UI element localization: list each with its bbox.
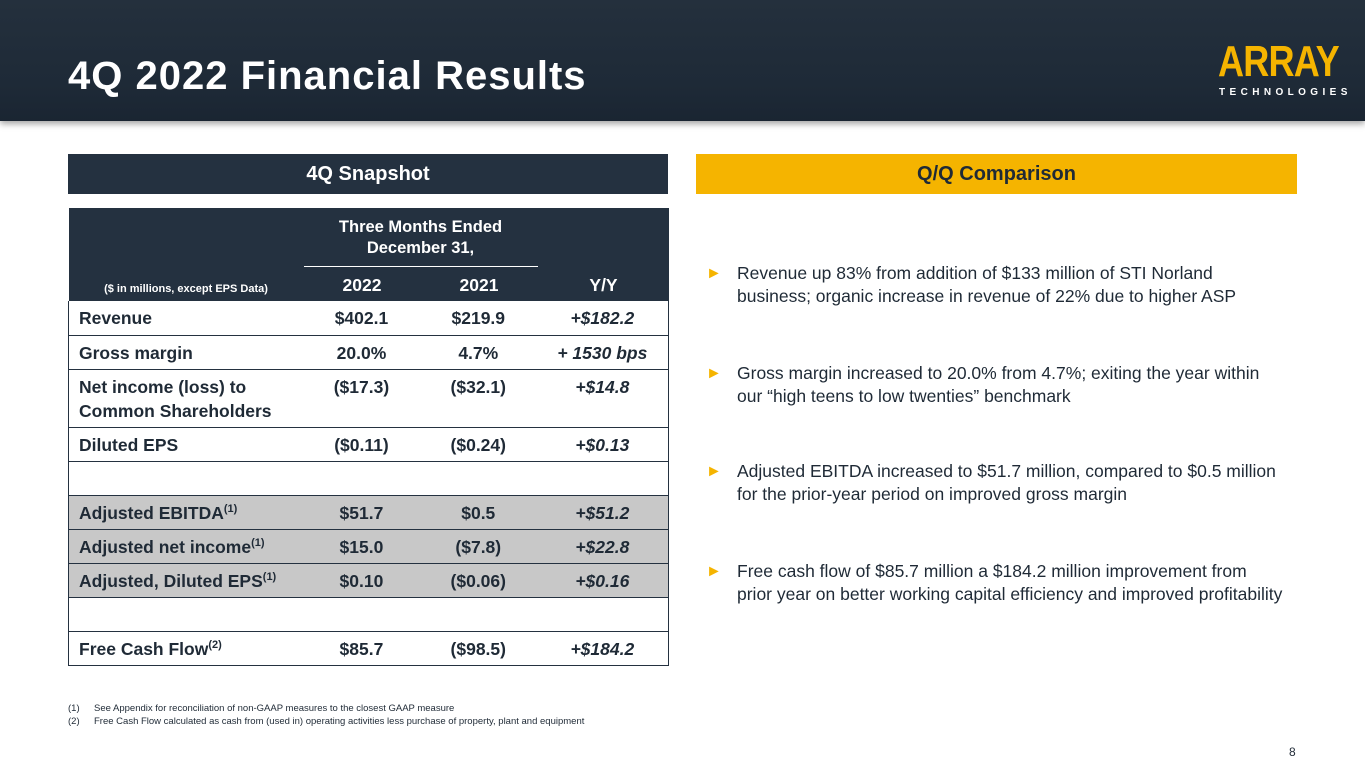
value-yy: + 1530 bps (536, 335, 669, 370)
bullet-text: Free cash flow of $85.7 million a $184.2… (737, 561, 1283, 604)
value-yy: +$0.16 (536, 563, 669, 598)
value-2022: ($17.3) (303, 369, 420, 428)
table-row-adjusted-diluted-eps: Adjusted, Diluted EPS(1) $0.10 ($0.06) +… (68, 563, 669, 598)
table-row-spacer (68, 461, 669, 496)
value-2021: ($0.06) (419, 563, 537, 598)
period-header: Three Months Ended December 31, (304, 217, 538, 259)
logo-wordmark: ARRAY (1218, 37, 1340, 86)
table-row-free-cash-flow: Free Cash Flow(2) $85.7 ($98.5) +$184.2 (68, 631, 669, 666)
footnotes: (1) See Appendix for reconciliation of n… (68, 702, 584, 728)
footnote: (1) See Appendix for reconciliation of n… (68, 702, 584, 715)
spacer-cell (536, 461, 669, 496)
row-label-text: Adjusted, Diluted EPS (79, 570, 263, 591)
bullet-text: Adjusted EBITDA increased to $51.7 milli… (737, 461, 1276, 504)
row-label: Adjusted EBITDA(1) (68, 495, 304, 530)
row-label-text: Adjusted EBITDA (79, 502, 224, 523)
bullet-item: ► Adjusted EBITDA increased to $51.7 mil… (706, 460, 1286, 506)
value-yy: +$0.13 (536, 427, 669, 462)
row-label: Free Cash Flow(2) (68, 631, 304, 666)
value-2022: $0.10 (303, 563, 420, 598)
value-yy: +$184.2 (536, 631, 669, 666)
financial-snapshot-table: Three Months Ended December 31, ($ in mi… (68, 208, 669, 666)
row-label: Net income (loss) to Common Shareholders (68, 369, 304, 428)
spacer-cell (303, 597, 420, 632)
bullet-item: ► Free cash flow of $85.7 million a $184… (706, 560, 1286, 606)
footnote: (2) Free Cash Flow calculated as cash fr… (68, 715, 584, 728)
table-row-revenue: Revenue $402.1 $219.9 +$182.2 (68, 301, 669, 336)
value-2022: 20.0% (303, 335, 420, 370)
table-header-row: Three Months Ended December 31, ($ in mi… (68, 208, 669, 301)
bullet-text: Gross margin increased to 20.0% from 4.7… (737, 363, 1260, 406)
value-yy: +$14.8 (536, 369, 669, 428)
bullet-text: Revenue up 83% from addition of $133 mil… (737, 263, 1237, 306)
row-label: Diluted EPS (68, 427, 304, 462)
row-label-line1: Net income (loss) to (79, 376, 247, 397)
row-label: Gross margin (68, 335, 304, 370)
footnote-text: See Appendix for reconciliation of non-G… (94, 703, 455, 714)
table-row-adjusted-ebitda: Adjusted EBITDA(1) $51.7 $0.5 +$51.2 (68, 495, 669, 530)
footnote-ref: (1) (251, 536, 265, 549)
bullet-item: ► Revenue up 83% from addition of $133 m… (706, 262, 1286, 308)
bullet-arrow-icon: ► (706, 265, 722, 282)
value-2022: $51.7 (303, 495, 420, 530)
spacer-cell (68, 597, 304, 632)
footnote-ref: (2) (208, 638, 222, 651)
comparison-section-title: Q/Q Comparison (696, 154, 1297, 194)
value-2022: $85.7 (303, 631, 420, 666)
footnote-ref: (1) (223, 502, 238, 515)
footnote-ref: (1) (262, 570, 277, 583)
value-2021: ($32.1) (419, 369, 537, 428)
bullet-arrow-icon: ► (706, 563, 722, 580)
value-yy: +$22.8 (536, 529, 669, 564)
period-label-line1: Three Months Ended (338, 218, 503, 236)
row-label: Revenue (68, 301, 304, 336)
page-number: 8 (1289, 745, 1296, 759)
footnote-key: (2) (68, 716, 80, 727)
table-row-spacer (68, 597, 669, 632)
table-row-adjusted-net-income: Adjusted net income(1) $15.0 ($7.8) +$22… (68, 529, 669, 564)
spacer-cell (303, 461, 420, 496)
header-bar: 4Q 2022 Financial Results ARRAY TECHNOLO… (0, 0, 1365, 121)
page-title: 4Q 2022 Financial Results (68, 54, 587, 98)
row-label-line2: Common Shareholders (79, 400, 272, 421)
bullet-arrow-icon: ► (706, 365, 722, 382)
value-yy: +$182.2 (536, 301, 669, 336)
row-label-text: Free Cash Flow (79, 638, 209, 659)
array-technologies-logo: ARRAY TECHNOLOGIES (1216, 37, 1347, 100)
period-underline (303, 266, 538, 267)
value-2022: ($0.11) (303, 427, 420, 462)
table-row-gross-margin: Gross margin 20.0% 4.7% + 1530 bps (68, 335, 669, 370)
snapshot-section-title: 4Q Snapshot (68, 154, 668, 194)
units-label: ($ in millions, except EPS Data) (104, 283, 268, 295)
footnote-text: Free Cash Flow calculated as cash from (… (94, 716, 585, 727)
bullet-item: ► Gross margin increased to 20.0% from 4… (706, 362, 1286, 408)
table-header: Three Months Ended December 31, ($ in mi… (68, 208, 669, 301)
table-row-net-income: Net income (loss) to Common Shareholders… (68, 369, 669, 428)
value-2021: ($7.8) (419, 529, 537, 564)
value-2022: $402.1 (303, 301, 420, 336)
value-2021: 4.7% (419, 335, 537, 370)
row-label-text: Adjusted net income (79, 536, 252, 557)
value-2021: ($0.24) (419, 427, 537, 462)
spacer-cell (68, 461, 304, 496)
value-2021: $0.5 (419, 495, 537, 530)
value-2021: $219.9 (419, 301, 537, 336)
spacer-cell (419, 597, 537, 632)
value-yy: +$51.2 (536, 495, 669, 530)
value-2022: $15.0 (303, 529, 420, 564)
value-2021: ($98.5) (419, 631, 537, 666)
period-label-line2: December 31, (366, 239, 475, 257)
spacer-cell (536, 597, 669, 632)
logo-subtitle: TECHNOLOGIES (1219, 87, 1352, 98)
col-2022-header: 2022 (342, 275, 382, 295)
footnote-key: (1) (68, 703, 80, 714)
row-label: Adjusted, Diluted EPS(1) (68, 563, 304, 598)
col-yy-header: Y/Y (589, 275, 618, 295)
bullet-arrow-icon: ► (706, 463, 722, 480)
table-row-diluted-eps: Diluted EPS ($0.11) ($0.24) +$0.13 (68, 427, 669, 462)
col-2021-header: 2021 (459, 275, 499, 295)
spacer-cell (419, 461, 537, 496)
row-label: Adjusted net income(1) (68, 529, 304, 564)
